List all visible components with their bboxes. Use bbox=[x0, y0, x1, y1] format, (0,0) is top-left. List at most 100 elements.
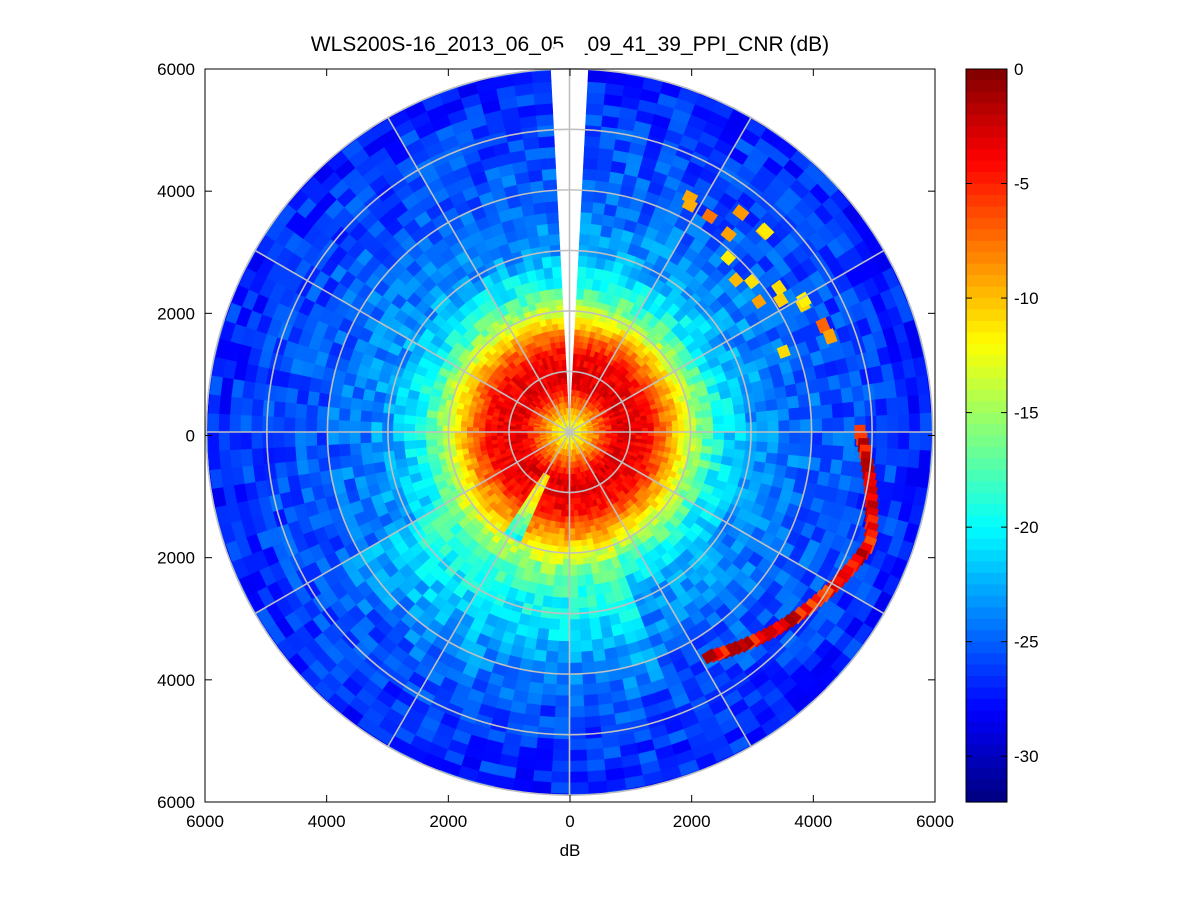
cnr-cell bbox=[635, 424, 643, 429]
cnr-cell bbox=[569, 782, 589, 795]
cnr-cell bbox=[542, 672, 558, 685]
cnr-cell bbox=[454, 443, 463, 451]
cnr-cell bbox=[800, 431, 812, 445]
cnr-cell bbox=[569, 564, 578, 577]
cnr-cell bbox=[540, 694, 557, 707]
cnr-cell bbox=[843, 431, 856, 448]
cnr-cell bbox=[532, 769, 553, 783]
cnr-cell bbox=[918, 393, 932, 414]
cnr-cell bbox=[581, 189, 596, 203]
cnr-cell bbox=[653, 422, 661, 428]
cnr-cell bbox=[696, 431, 703, 440]
cnr-cell bbox=[556, 662, 570, 675]
cnr-cell bbox=[229, 431, 241, 451]
cnr-cell bbox=[557, 651, 570, 664]
cnr-cell bbox=[799, 406, 812, 421]
cnr-cell bbox=[819, 458, 833, 474]
cnr-cell bbox=[585, 584, 596, 598]
cnr-cell bbox=[572, 503, 579, 511]
cnr-cell bbox=[584, 135, 601, 149]
cnr-cell bbox=[569, 528, 576, 536]
cnr-cell bbox=[218, 413, 231, 433]
cnr-cell bbox=[295, 388, 310, 405]
cnr-cell bbox=[574, 316, 582, 324]
cnr-cell bbox=[898, 413, 910, 433]
cnr-cell bbox=[454, 431, 462, 439]
cnr-cell bbox=[569, 771, 589, 784]
cnr-cell bbox=[558, 527, 565, 536]
cnr-cell bbox=[466, 436, 474, 444]
cnr-cell bbox=[579, 222, 592, 235]
cnr-cell bbox=[574, 527, 581, 536]
cnr-cell bbox=[350, 453, 363, 467]
cnr-cell bbox=[448, 431, 455, 439]
cnr-cell bbox=[472, 436, 480, 443]
cnr-cell bbox=[547, 629, 560, 642]
cnr-cell bbox=[392, 431, 405, 442]
cnr-cell bbox=[218, 394, 232, 415]
cnr-cell bbox=[595, 681, 612, 695]
cnr-cell bbox=[551, 585, 562, 598]
cnr-cell bbox=[283, 431, 296, 448]
cnr-cell bbox=[349, 408, 362, 422]
cnr-cell bbox=[436, 417, 444, 426]
cnr-cell bbox=[555, 673, 570, 686]
cnr-cell bbox=[810, 431, 823, 446]
cnr-cell bbox=[569, 586, 579, 599]
cnr-cell bbox=[598, 615, 612, 629]
cnr-cell bbox=[573, 509, 579, 517]
cnr-cell bbox=[777, 442, 790, 456]
chart-title: WLS200S-16_2013_06_05__09_41_39_PPI_CNR … bbox=[311, 33, 829, 56]
cnr-cell bbox=[360, 409, 373, 422]
cnr-cell bbox=[734, 422, 747, 433]
cnr-cell bbox=[641, 423, 649, 429]
cnr-cell bbox=[552, 574, 563, 588]
cnr-cell bbox=[695, 417, 703, 426]
cnr-cell bbox=[581, 672, 597, 685]
cnr-cell bbox=[684, 431, 691, 439]
cnr-cell bbox=[908, 413, 921, 433]
cnr-cell bbox=[919, 431, 932, 452]
cnr-cell bbox=[569, 640, 582, 653]
cnr-cell bbox=[776, 397, 789, 411]
cnr-cell bbox=[580, 639, 593, 653]
cnr-cell bbox=[425, 445, 439, 455]
cnr-cell bbox=[557, 534, 565, 542]
cnr-cell bbox=[586, 759, 606, 773]
cnr-cell bbox=[579, 527, 586, 535]
cnr-cell bbox=[671, 425, 679, 433]
cnr-cell bbox=[552, 738, 570, 751]
cnr-cell bbox=[734, 413, 747, 424]
cnr-cell bbox=[671, 431, 679, 439]
cnr-cell bbox=[754, 400, 768, 413]
cnr-cell bbox=[532, 649, 547, 663]
cnr-cell bbox=[586, 81, 607, 95]
cnr-cell bbox=[580, 539, 588, 547]
cnr-cell bbox=[229, 448, 243, 468]
cnr-cell bbox=[677, 437, 685, 445]
cnr-cell bbox=[569, 558, 577, 566]
cnr-cell bbox=[403, 423, 416, 433]
cnr-cell bbox=[403, 431, 416, 441]
cnr-cell bbox=[577, 585, 588, 598]
cnr-cell bbox=[777, 408, 790, 422]
cnr-cell bbox=[701, 416, 714, 426]
cnr-cell bbox=[305, 444, 319, 460]
cnr-cell bbox=[908, 431, 921, 451]
cnr-cell bbox=[874, 398, 888, 417]
cnr-cell bbox=[820, 404, 834, 420]
cnr-cell bbox=[550, 771, 570, 784]
cnr-cell bbox=[392, 422, 405, 433]
cnr-cell bbox=[436, 424, 443, 433]
cnr-cell bbox=[723, 431, 736, 441]
cnr-cell bbox=[579, 533, 587, 541]
cnr-cell bbox=[576, 276, 587, 290]
cnr-cell bbox=[712, 415, 725, 425]
cnr-cell bbox=[466, 441, 475, 449]
cnr-cell bbox=[425, 431, 437, 440]
cnr-cell bbox=[563, 534, 570, 542]
cnr-cell bbox=[676, 413, 685, 421]
cnr-cell bbox=[403, 414, 416, 425]
cnr-cell bbox=[732, 404, 746, 415]
cnr-cell bbox=[466, 420, 474, 428]
